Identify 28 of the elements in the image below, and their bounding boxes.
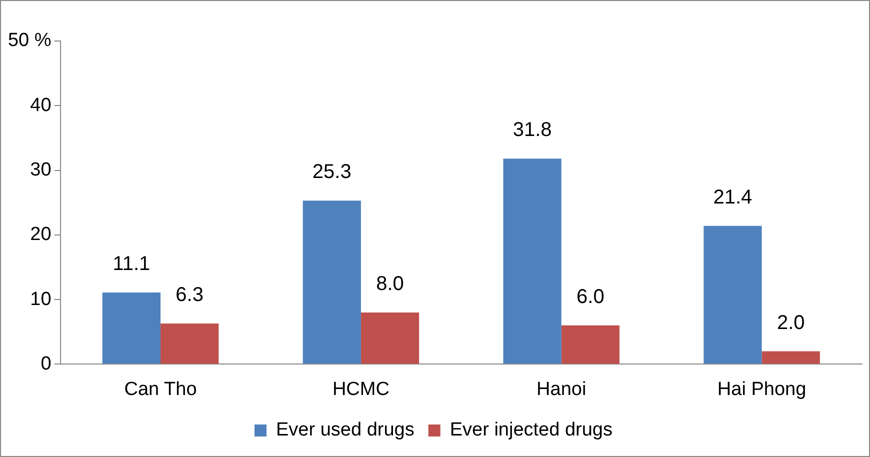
y-tick-label: 10 [30,288,52,310]
data-label: 2.0 [776,312,805,334]
y-tick-label: 50 % [8,30,52,52]
data-label: 11.1 [112,252,150,275]
x-tick-label: Can Tho [124,378,197,400]
y-tick-label: 0 [40,353,52,374]
bar [561,325,620,364]
legend-label: Ever injected drugs [450,420,613,441]
bar [360,312,420,364]
x-tick-label: Hanoi [536,378,586,400]
bar [302,200,361,364]
data-label: 6.3 [176,284,204,306]
bar [102,292,161,364]
legend-label: Ever used drugs [276,420,414,441]
data-label: 21.4 [713,186,752,208]
data-label: 31.8 [512,119,552,142]
bar [704,226,762,364]
y-tick-label: 40 [30,94,52,116]
data-label: 8.0 [376,273,404,296]
bar [762,351,820,364]
data-label: 6.0 [576,286,604,308]
bar [160,323,219,364]
data-label: 25.3 [312,161,352,184]
y-tick-label: 20 [30,224,52,246]
x-tick-label: HCMC [332,378,390,400]
x-tick-label: Hai Phong [717,378,806,400]
bar [503,158,562,364]
y-tick-label: 30 [30,160,52,181]
